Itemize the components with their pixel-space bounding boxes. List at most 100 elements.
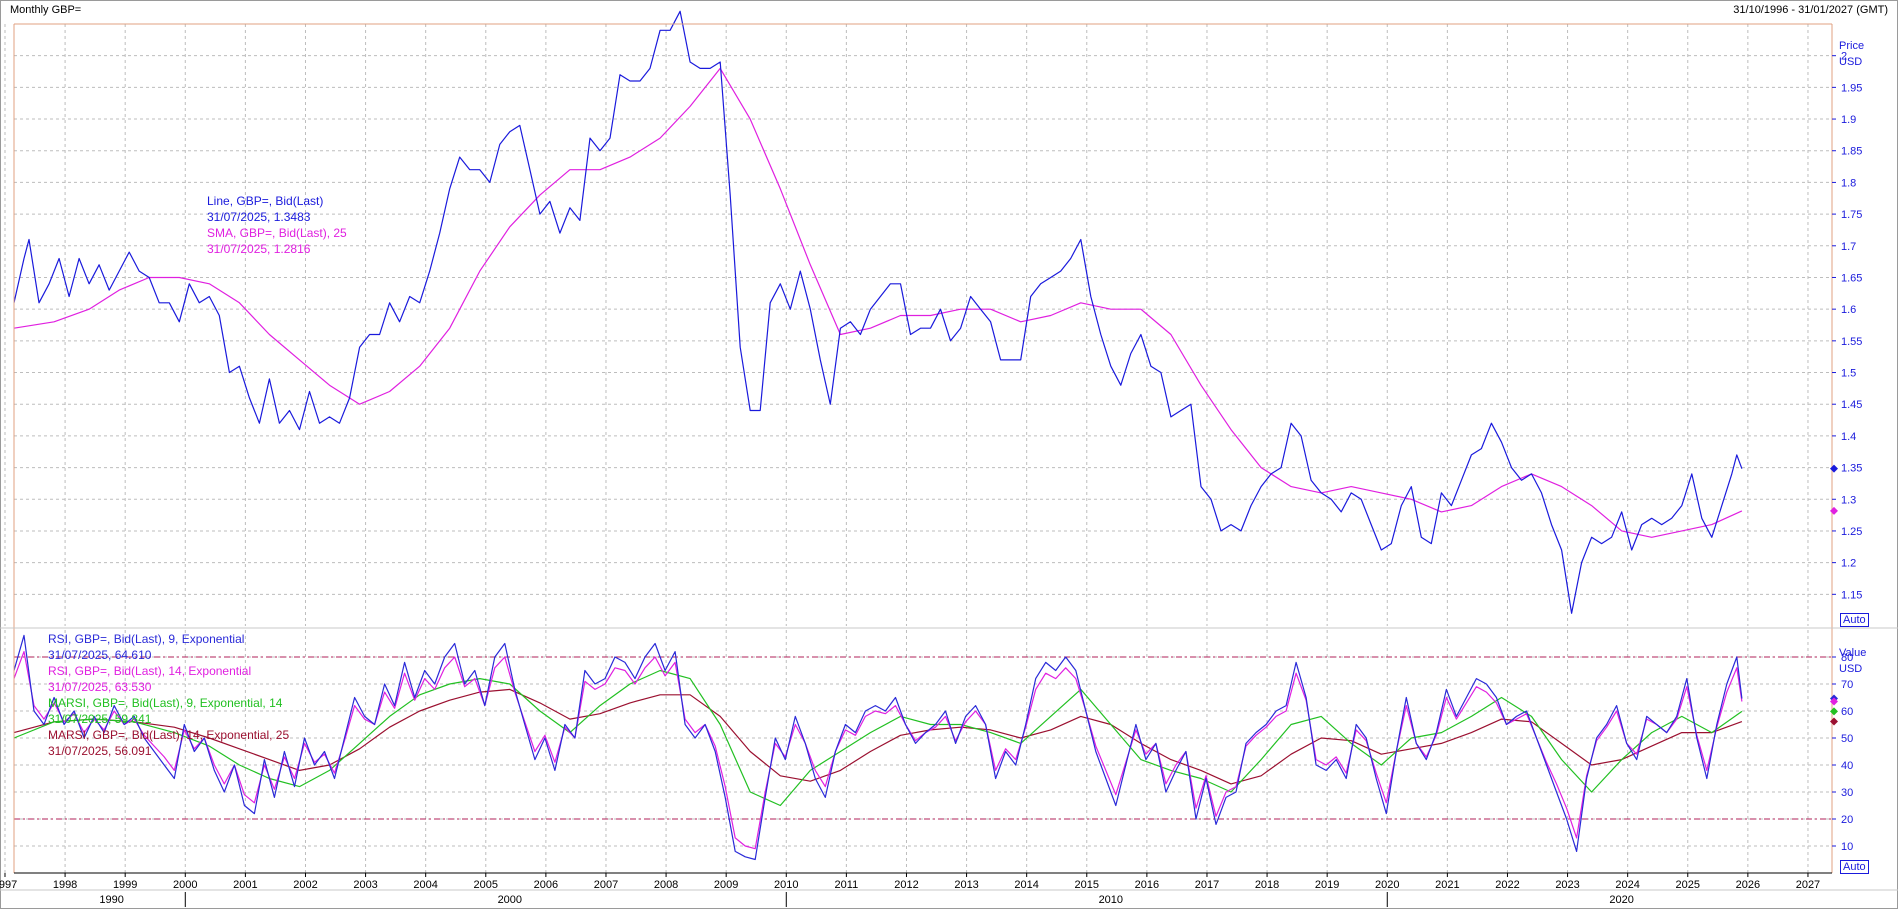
- price-tick-label: 1.2: [1841, 558, 1856, 570]
- price-tick-label: 2: [1841, 51, 1847, 63]
- price-axis-unit: USD: [1839, 56, 1862, 68]
- sma-25-line: [13, 67, 1743, 538]
- year-label: 1999: [113, 879, 137, 891]
- year-label: 2011: [835, 879, 859, 891]
- price-legend-line: 31/07/2025, 1.3483: [207, 210, 311, 224]
- rsi-legend-line: 31/07/2025, 64.610: [48, 648, 152, 662]
- rsi-lines: [13, 634, 1743, 861]
- year-label: 2013: [954, 879, 978, 891]
- year-label: 2027: [1796, 879, 1820, 891]
- date-range: 31/10/1996 - 31/01/2027 (GMT): [1733, 4, 1888, 16]
- rsi-axis-ticks: 10 20 30 40 50 60 70 80: [1832, 652, 1853, 853]
- year-label: 2004: [413, 879, 437, 891]
- year-label: 2007: [594, 879, 618, 891]
- year-label: 2017: [1195, 879, 1219, 891]
- year-label: 2025: [1676, 879, 1700, 891]
- year-label: 2001: [233, 879, 257, 891]
- year-label: 2020: [1375, 879, 1399, 891]
- year-label: 2026: [1736, 879, 1760, 891]
- rsi-legend-line: MARSI, GBP=, Bid(Last), 14, Exponential,…: [48, 728, 290, 742]
- price-grid: [4, 24, 1832, 626]
- price-tick-label: 1.4: [1841, 431, 1856, 443]
- rsi-legend: RSI, GBP=, Bid(Last), 9, Exponential 31/0…: [48, 631, 289, 759]
- year-label: 2012: [894, 879, 918, 891]
- price-legend-line: Line, GBP=, Bid(Last): [207, 194, 324, 208]
- x-axis-ticks: 1997 1998 1999 2000 2001 2002 2003 2004 2005 2006…: [0, 873, 1820, 907]
- price-lines: [13, 10, 1743, 614]
- year-label: 2021: [1435, 879, 1459, 891]
- price-tick-label: 1.65: [1841, 272, 1862, 284]
- year-label: 2003: [353, 879, 377, 891]
- year-label: 2006: [534, 879, 558, 891]
- year-label: 2024: [1615, 879, 1639, 891]
- price-auto-scale-button[interactable]: Auto: [1840, 613, 1869, 627]
- year-label: 2014: [1014, 879, 1038, 891]
- price-tick-label: 1.85: [1841, 146, 1862, 158]
- year-label: 2009: [714, 879, 738, 891]
- rsi-legend-line: 31/07/2025, 59.841: [48, 712, 152, 726]
- price-tick-label: 1.6: [1841, 304, 1856, 316]
- year-label: 2019: [1315, 879, 1339, 891]
- marsi-14-last-marker: [1830, 717, 1838, 726]
- rsi-auto-scale-button[interactable]: Auto: [1840, 860, 1869, 874]
- rsi-legend-line: RSI, GBP=, Bid(Last), 14, Exponential: [48, 664, 252, 678]
- decade-label: 2010: [1099, 894, 1123, 906]
- chart-title: Monthly GBP=: [10, 4, 82, 16]
- rsi-tick-label: 60: [1841, 706, 1853, 718]
- price-tick-label: 1.35: [1841, 463, 1862, 475]
- price-tick-label: 1.95: [1841, 82, 1862, 94]
- year-label: 2002: [293, 879, 317, 891]
- rsi-legend-line: 31/07/2025, 56.091: [48, 744, 152, 758]
- rsi-axis-unit: USD: [1839, 663, 1862, 675]
- price-legend-line: 31/07/2025, 1.2816: [207, 242, 311, 256]
- rsi-tick-label: 30: [1841, 787, 1853, 799]
- rsi-axis-title: Value: [1839, 647, 1866, 659]
- decade-label: 2020: [1609, 894, 1633, 906]
- year-label: 2010: [774, 879, 798, 891]
- price-legend-line: SMA, GBP=, Bid(Last), 25: [207, 226, 347, 240]
- year-label: 2005: [474, 879, 498, 891]
- price-tick-label: 1.75: [1841, 209, 1862, 221]
- price-tick-label: 1.55: [1841, 336, 1862, 348]
- price-tick-label: 1.8: [1841, 177, 1856, 189]
- price-tick-label: 1.5: [1841, 368, 1856, 380]
- rsi-legend-line: RSI, GBP=, Bid(Last), 9, Exponential: [48, 632, 245, 646]
- marsi-9-last-marker: [1830, 707, 1838, 716]
- year-label: 2022: [1495, 879, 1519, 891]
- decade-label: 2000: [498, 894, 522, 906]
- axes: [0, 23, 1898, 891]
- price-axis-ticks: 1.15 1.2 1.25 1.3 1.35 1.4 1.45 1.5 1.55 1.6 1.65 1…: [1832, 51, 1862, 601]
- rsi-tick-label: 10: [1841, 841, 1853, 853]
- rsi-legend-line: MARSI, GBP=, Bid(Last), 9, Exponential, …: [48, 696, 283, 710]
- rsi-14-last-marker: [1830, 697, 1838, 706]
- year-label: 2016: [1135, 879, 1159, 891]
- price-tick-label: 1.15: [1841, 589, 1862, 601]
- rsi-reference-lines: [14, 656, 1832, 820]
- marsi-9-line: [13, 669, 1743, 807]
- price-tick-label: 1.45: [1841, 399, 1862, 411]
- gbp-price-line: [13, 10, 1743, 614]
- year-label: 2000: [173, 879, 197, 891]
- rsi-tick-label: 80: [1841, 652, 1853, 664]
- price-tick-label: 1.25: [1841, 526, 1862, 538]
- rsi-tick-label: 40: [1841, 760, 1853, 772]
- price-legend: Line, GBP=, Bid(Last) 31/07/2025, 1.3483 S…: [207, 193, 347, 257]
- rsi-tick-label: 70: [1841, 679, 1853, 691]
- price-axis-title: Price: [1839, 40, 1864, 52]
- decade-label: 1990: [99, 894, 123, 906]
- sma-last-marker: [1830, 506, 1838, 515]
- year-label: 2023: [1555, 879, 1579, 891]
- year-label: 2018: [1255, 879, 1279, 891]
- rsi-tick-label: 20: [1841, 814, 1853, 826]
- rsi-legend-line: 31/07/2025, 63.530: [48, 680, 152, 694]
- price-last-marker: [1830, 464, 1838, 473]
- year-label: 1998: [53, 879, 77, 891]
- year-label: 1997: [0, 879, 17, 891]
- rsi-tick-label: 50: [1841, 733, 1853, 745]
- year-label: 2015: [1075, 879, 1099, 891]
- rsi-14-line: [13, 650, 1743, 850]
- last-value-markers: [1830, 464, 1838, 726]
- year-label: 2008: [654, 879, 678, 891]
